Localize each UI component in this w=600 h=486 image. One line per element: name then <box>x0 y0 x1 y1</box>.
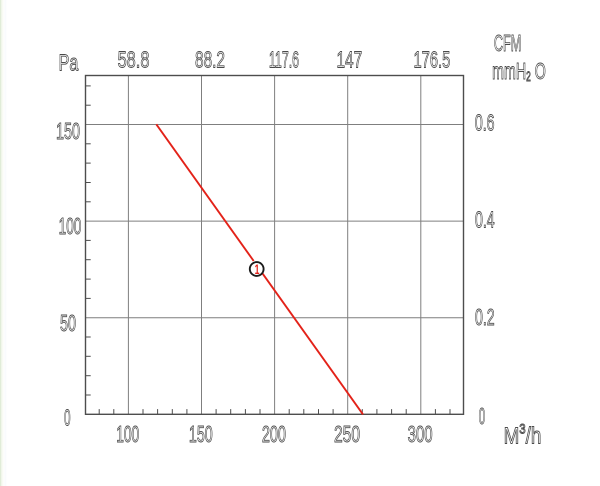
svg-text:150: 150 <box>189 423 213 448</box>
svg-text:250: 250 <box>334 422 360 448</box>
svg-text:100: 100 <box>59 215 82 241</box>
svg-text:200: 200 <box>262 423 286 448</box>
svg-text:mmH2 O: mmH2 O <box>492 60 546 85</box>
svg-text:M3/h: M3/h <box>504 420 542 449</box>
svg-text:176.5: 176.5 <box>413 48 450 73</box>
svg-text:117.6: 117.6 <box>269 46 299 72</box>
svg-text:50: 50 <box>60 312 76 337</box>
svg-text:CFM: CFM <box>494 30 521 56</box>
svg-text:150: 150 <box>56 120 80 145</box>
svg-text:0.4: 0.4 <box>475 208 495 233</box>
svg-text:300: 300 <box>408 422 433 448</box>
svg-text:1: 1 <box>255 262 260 278</box>
svg-text:100: 100 <box>116 422 139 447</box>
svg-text:0.6: 0.6 <box>475 111 495 136</box>
svg-text:147: 147 <box>336 47 362 73</box>
svg-text:88.2: 88.2 <box>195 47 225 73</box>
svg-text:0.2: 0.2 <box>475 306 495 331</box>
svg-text:Pa: Pa <box>59 51 79 76</box>
svg-text:58.8: 58.8 <box>118 48 150 73</box>
svg-text:0: 0 <box>64 405 70 430</box>
svg-text:0: 0 <box>479 404 485 429</box>
